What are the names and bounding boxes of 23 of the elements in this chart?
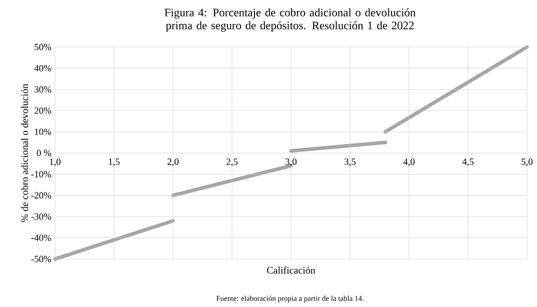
x-tick-label: 1,5 — [108, 158, 120, 166]
y-tick-label: 30% — [34, 86, 52, 93]
y-tick-label: 40% — [34, 64, 52, 72]
y-tick-label: -30% — [31, 213, 52, 220]
y-axis-title: % de cobro adicional o devolución — [21, 84, 28, 222]
x-tick-label: 2,5 — [226, 158, 238, 166]
x-tick-label: 3,0 — [286, 158, 297, 166]
x-tick-label: 5,0 — [522, 158, 533, 166]
y-tick-label: -50% — [31, 256, 52, 262]
x-tick-label: 2,0 — [168, 158, 179, 166]
x-tick-label: 3,5 — [344, 158, 356, 166]
y-tick-label: 10% — [34, 128, 52, 136]
x-axis-title: Calificación — [267, 266, 316, 274]
chart-title: Figura 4: Porcentaje de cobro adicional o devolución prima de seguro de depósitos. Resolución 1 de 2022 — [164, 8, 416, 32]
y-tick-label: -10% — [31, 170, 52, 178]
y-tick-label: 50% — [34, 44, 52, 50]
x-tick-label: 1,0 — [50, 158, 61, 166]
y-tick-label: -20% — [31, 192, 52, 199]
y-tick-label: 20% — [34, 107, 52, 114]
y-tick-label: 0 % — [36, 150, 52, 156]
x-tick-label: 4,0 — [403, 158, 415, 166]
y-tick-label: -40% — [31, 234, 52, 242]
x-tick-label: 4,5 — [462, 158, 474, 166]
